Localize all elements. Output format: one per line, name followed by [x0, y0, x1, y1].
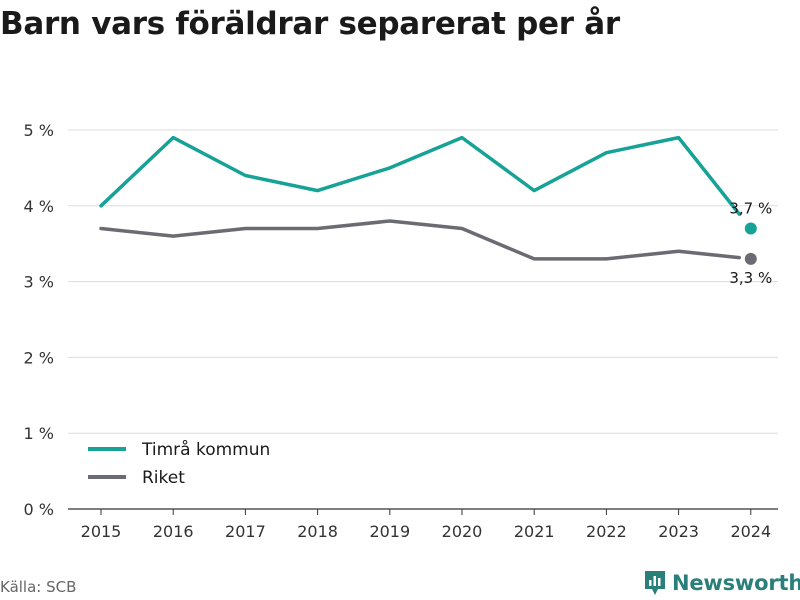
- newsworthy-logo-icon: [645, 571, 665, 595]
- end-point-1: [744, 222, 757, 235]
- y-tick-label: 5 %: [24, 121, 54, 140]
- end-value-label: 3,7 %: [729, 200, 772, 218]
- legend-label: Riket: [142, 468, 185, 488]
- source-note: Källa: SCB: [0, 578, 77, 596]
- y-axis-ticks: 0 % 1 % 2 % 3 % 4 % 5 %: [24, 121, 54, 519]
- x-axis-ticks: 2015 2016 2017 2018 2019 2020 2021 2022 2023 2024: [81, 509, 771, 541]
- legend: Timrå kommun Riket: [88, 439, 270, 488]
- x-tick-label: 2021: [514, 522, 555, 541]
- y-tick-label: 4 %: [24, 197, 54, 216]
- x-tick-label: 2016: [153, 522, 194, 541]
- x-tick-label: 2019: [369, 522, 410, 541]
- end-point-2: [744, 252, 757, 265]
- end-labels: 3,7 % 3,3 %: [729, 200, 772, 287]
- y-tick-label: 1 %: [24, 424, 54, 443]
- brand-logo-block[interactable]: Newsworthy: [644, 570, 800, 596]
- brand-name: Newsworthy: [672, 571, 800, 595]
- y-tick-label: 3 %: [24, 273, 54, 292]
- x-tick-label: 2023: [658, 522, 699, 541]
- x-tick-label: 2015: [81, 522, 122, 541]
- x-tick-label: 2018: [297, 522, 338, 541]
- series-line-1: [99, 135, 741, 216]
- series-lines: [99, 135, 757, 265]
- grid-lines: [68, 129, 778, 510]
- series-line-2: [99, 219, 741, 261]
- y-tick-label: 0 %: [24, 500, 54, 519]
- legend-label: Timrå kommun: [141, 439, 270, 460]
- end-value-label: 3,3 %: [729, 269, 772, 287]
- x-tick-label: 2024: [730, 522, 771, 541]
- chart-title: Barn vars föräldrar separerat per år: [0, 6, 620, 42]
- x-tick-label: 2020: [442, 522, 483, 541]
- x-tick-label: 2017: [225, 522, 266, 541]
- y-tick-label: 2 %: [24, 348, 54, 367]
- x-tick-label: 2022: [586, 522, 627, 541]
